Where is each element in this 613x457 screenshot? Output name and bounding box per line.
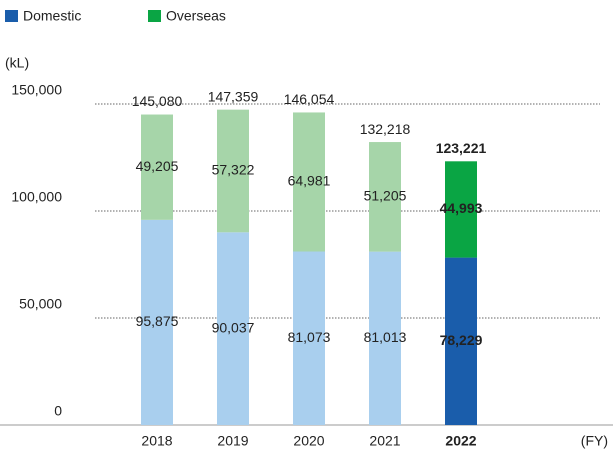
bar-segment [445,257,477,425]
value-label: 44,993 [440,200,483,216]
total-label: 146,054 [284,91,335,107]
legend-swatch [5,10,18,22]
x-tick-label: 2020 [293,433,324,449]
total-label: 147,359 [208,88,259,104]
x-tick-label: 2021 [369,433,400,449]
value-label: 49,205 [136,158,179,174]
value-label: 90,037 [212,319,255,335]
total-label: 145,080 [132,93,183,109]
bar-segment [141,219,173,425]
bar-segment [293,112,325,252]
value-label: 64,981 [288,173,331,189]
legend-label: Domestic [23,8,81,24]
value-label: 81,073 [288,329,331,345]
bar-segment [141,114,173,220]
total-label: 123,221 [436,140,487,156]
bar-segment [217,232,249,425]
y-axis-label: (kL) [5,55,29,71]
legend-label: Overseas [166,8,226,24]
value-label: 78,229 [440,332,483,348]
y-tick-label: 150,000 [11,82,62,98]
bar-segment [445,161,477,258]
x-tick-label: 2019 [217,433,248,449]
value-label: 57,322 [212,162,255,178]
bar-segment [369,142,401,252]
value-label: 95,875 [136,313,179,329]
legend-swatch [148,10,161,22]
y-tick-label: 50,000 [19,296,62,312]
y-tick-label: 100,000 [11,189,62,205]
x-axis-label: (FY) [581,433,608,449]
x-tick-label: 2022 [445,433,476,449]
bar-segment [369,251,401,425]
total-label: 132,218 [360,121,411,137]
bar-segment [217,109,249,233]
bar-segment [293,251,325,425]
value-label: 81,013 [364,329,407,345]
x-tick-label: 2018 [141,433,172,449]
value-label: 51,205 [364,188,407,204]
y-tick-label: 0 [54,403,62,419]
